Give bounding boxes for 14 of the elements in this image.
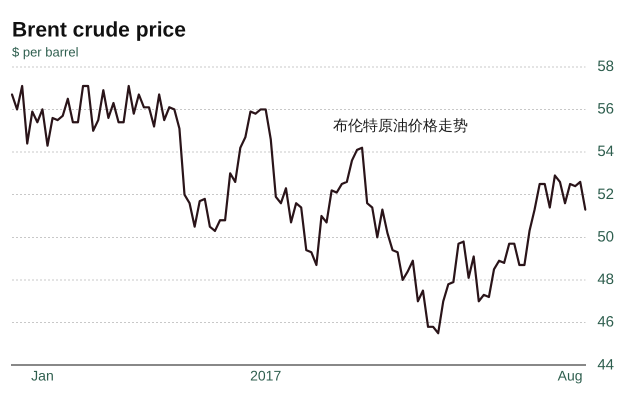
y-tick-label: 44 (597, 356, 614, 374)
x-tick-label: Aug (558, 367, 583, 384)
y-tick-label: 58 (597, 58, 614, 75)
y-tick-label: 46 (597, 314, 614, 331)
annotation: 布伦特原油价格走势 (333, 116, 468, 134)
y-tick-label: 52 (597, 186, 614, 203)
chart-title: Brent crude price (12, 18, 186, 42)
y-tick-label: 50 (597, 228, 614, 246)
y-tick-label: 54 (597, 143, 614, 160)
x-tick-label: 2017 (250, 367, 282, 384)
x-tick-label: Jan (31, 367, 54, 384)
chart-subtitle: $ per barrel (12, 44, 79, 60)
y-tick-label: 56 (597, 100, 614, 118)
y-tick-label: 48 (597, 271, 614, 288)
